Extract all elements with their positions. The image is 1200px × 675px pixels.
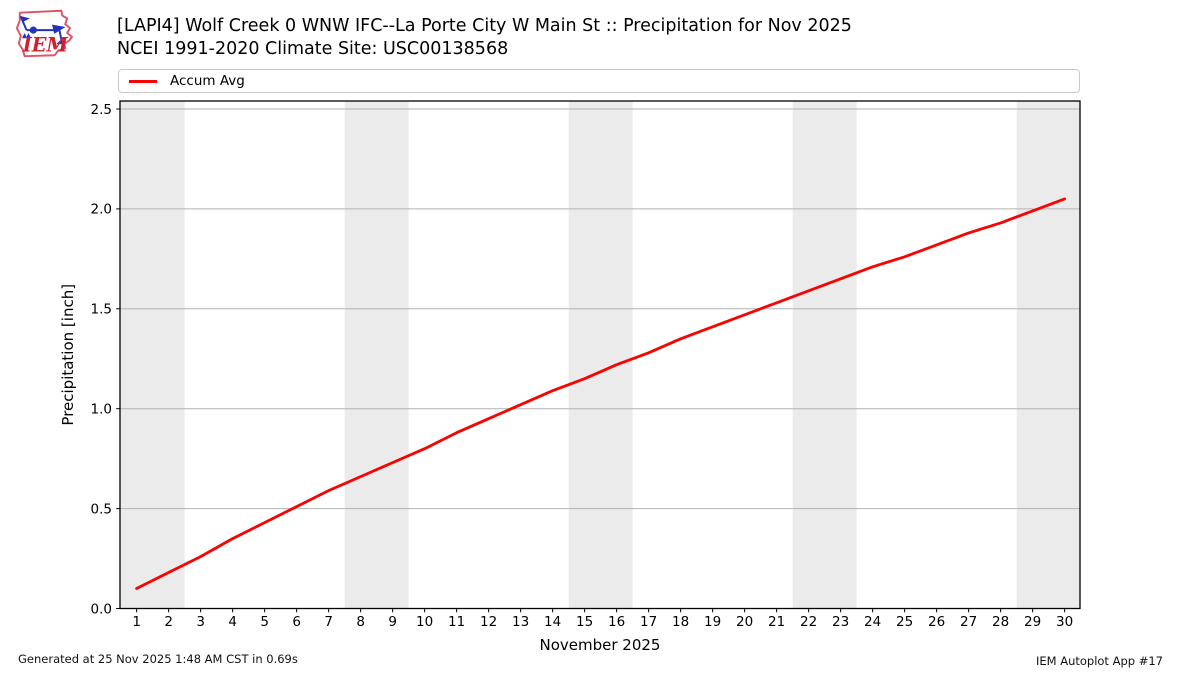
x-tick-label: 8 — [356, 614, 365, 630]
x-tick-label: 12 — [480, 614, 497, 630]
x-tick-label: 14 — [544, 614, 561, 630]
x-tick-label: 24 — [864, 614, 881, 630]
x-tick-label: 7 — [324, 614, 333, 630]
weekend-band — [344, 101, 409, 609]
x-tick-label: 11 — [448, 614, 465, 630]
legend-box: Accum Avg — [118, 69, 1080, 93]
x-tick-label: 15 — [576, 614, 593, 630]
y-tick-label: 1.5 — [91, 302, 112, 318]
y-tick-label: 0.0 — [91, 601, 112, 617]
x-tick-label: 6 — [292, 614, 301, 630]
x-tick-label: 26 — [928, 614, 945, 630]
x-tick-label: 1 — [132, 614, 141, 630]
weekend-band — [568, 101, 633, 609]
x-tick-label: 30 — [1056, 614, 1073, 630]
x-tick-label: 13 — [512, 614, 529, 630]
y-tick-label: 0.5 — [91, 501, 112, 517]
x-tick-label: 16 — [608, 614, 625, 630]
x-tick-label: 17 — [640, 614, 657, 630]
x-tick-label: 27 — [960, 614, 977, 630]
app-credit: IEM Autoplot App #17 — [1035, 654, 1163, 668]
chart-title: [LAPI4] Wolf Creek 0 WNW IFC--La Porte C… — [117, 15, 852, 61]
x-tick-label: 21 — [768, 614, 785, 630]
y-axis-label: Precipitation [inch] — [59, 284, 77, 426]
y-tick-label: 2.5 — [91, 102, 112, 118]
x-tick-label: 4 — [228, 614, 237, 630]
legend-line-swatch — [129, 79, 157, 83]
y-tick-label: 1.0 — [91, 401, 112, 417]
accum-avg-line — [135, 197, 1066, 590]
weekend-band — [120, 101, 185, 609]
y-tick-label: 2.0 — [91, 202, 112, 218]
x-tick-label: 22 — [800, 614, 817, 630]
x-tick-label: 2 — [164, 614, 173, 630]
x-tick-label: 3 — [196, 614, 205, 630]
x-tick-label: 10 — [416, 614, 433, 630]
x-tick-label: 9 — [388, 614, 397, 630]
title-line-2: NCEI 1991-2020 Climate Site: USC00138568 — [117, 39, 509, 59]
weekend-band — [1016, 101, 1080, 609]
x-tick-label: 19 — [704, 614, 721, 630]
x-tick-label: 20 — [736, 614, 753, 630]
iem-logo-text: IEM — [22, 33, 69, 56]
legend-label: Accum Avg — [170, 73, 245, 89]
weekend-band — [792, 101, 857, 609]
iem-logo: IEM — [15, 9, 73, 58]
weather-vane-icon — [19, 15, 66, 45]
x-tick-label: 18 — [672, 614, 689, 630]
iowa-outline-icon — [15, 9, 73, 58]
title-line-1: [LAPI4] Wolf Creek 0 WNW IFC--La Porte C… — [117, 16, 852, 36]
x-tick-label: 28 — [992, 614, 1009, 630]
x-tick-label: 23 — [832, 614, 849, 630]
x-tick-label: 25 — [896, 614, 913, 630]
plot-frame — [119, 100, 1081, 610]
x-tick-label: 5 — [260, 614, 269, 630]
generated-timestamp: Generated at 25 Nov 2025 1:48 AM CST in … — [18, 652, 298, 666]
x-axis-label: November 2025 — [540, 636, 661, 654]
x-tick-label: 29 — [1024, 614, 1041, 630]
